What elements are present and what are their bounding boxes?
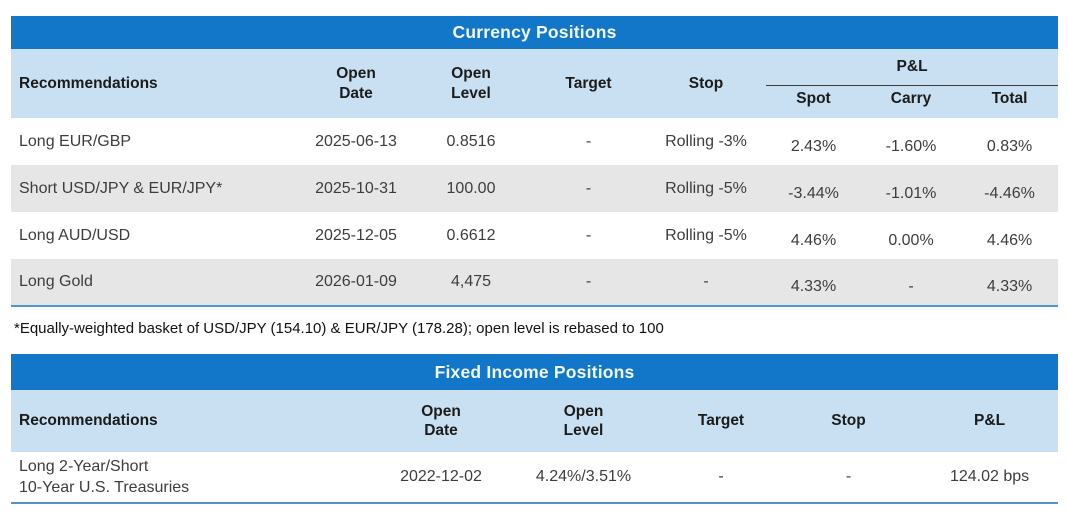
col-header-open-date: Open Date bbox=[381, 390, 501, 452]
cell-open-level: 100.00 bbox=[411, 165, 531, 212]
cell-recommendation: Short USD/JPY & EUR/JPY* bbox=[11, 165, 301, 212]
cell-open-date: 2025-12-05 bbox=[315, 226, 397, 244]
currency-table-pl-subheader-row: Spot Carry Total bbox=[11, 85, 1059, 118]
cell-open-level: 4.24%/3.51% bbox=[535, 468, 632, 485]
cell-target: - bbox=[718, 468, 724, 485]
cell-target: - bbox=[585, 132, 592, 150]
table-row: Long 2-Year/Short 10-Year U.S. Treasurie… bbox=[11, 452, 1058, 503]
cell-recommendation: Long AUD/USD bbox=[19, 226, 131, 244]
cell-total: 4.46% bbox=[986, 231, 1033, 249]
fixed-income-positions-table: Fixed Income Positions Recommendations O… bbox=[11, 354, 1059, 504]
cell-target: - bbox=[585, 226, 592, 244]
col-header-carry: Carry bbox=[861, 85, 961, 118]
cell-recommendation: Long Gold bbox=[11, 259, 301, 306]
cell-open-level: 0.8516 bbox=[446, 132, 496, 150]
table-row: Long AUD/USD 2025-12-05 0.6612 - Rolling… bbox=[11, 212, 1058, 259]
col-header-open-date: Open Date bbox=[301, 49, 411, 118]
col-header-stop: Stop bbox=[646, 49, 766, 118]
cell-spot: 4.33% bbox=[766, 259, 861, 306]
cell-stop: Rolling -3% bbox=[665, 132, 747, 150]
cell-spot: 4.46% bbox=[790, 231, 837, 249]
col-header-stop: Stop bbox=[776, 390, 921, 452]
currency-table-footnote: *Equally-weighted basket of USD/JPY (154… bbox=[14, 320, 664, 337]
currency-table-header-row: Recommendations Open Date Open Level Tar… bbox=[11, 49, 1059, 118]
cell-spot: 2.43% bbox=[790, 137, 837, 155]
cell-carry: - bbox=[861, 259, 961, 306]
cell-carry: -1.60% bbox=[885, 137, 937, 155]
col-group-header-pl: P&L bbox=[766, 49, 1059, 86]
cell-total: 0.83% bbox=[986, 137, 1033, 155]
col-header-spot: Spot bbox=[766, 85, 861, 118]
col-header-recommendations: Recommendations bbox=[11, 390, 381, 452]
fixed-income-table-title-bar: Fixed Income Positions bbox=[11, 354, 1059, 390]
col-header-open-level: Open Level bbox=[501, 390, 666, 452]
currency-positions-table: Currency Positions Recommendations Open … bbox=[11, 16, 1059, 307]
cell-stop: - bbox=[646, 259, 766, 306]
table-row: Short USD/JPY & EUR/JPY* 2025-10-31 100.… bbox=[11, 165, 1059, 212]
currency-table-title: Currency Positions bbox=[11, 16, 1059, 49]
currency-table-title-bar: Currency Positions bbox=[11, 16, 1059, 49]
cell-open-level: 0.6612 bbox=[446, 226, 496, 244]
col-header-pl: P&L bbox=[921, 390, 1059, 452]
col-header-recommendations: Recommendations bbox=[11, 49, 301, 118]
col-header-open-level: Open Level bbox=[411, 49, 531, 118]
fixed-income-table-header-row: Recommendations Open Date Open Level Tar… bbox=[11, 390, 1059, 452]
cell-open-date: 2026-01-09 bbox=[301, 259, 411, 306]
cell-open-date: 2022-12-02 bbox=[400, 468, 482, 485]
cell-carry: -1.01% bbox=[861, 165, 961, 212]
cell-target: - bbox=[531, 165, 646, 212]
cell-target: - bbox=[531, 259, 646, 306]
cell-open-level: 4,475 bbox=[411, 259, 531, 306]
cell-carry: 0.00% bbox=[888, 231, 934, 249]
cell-open-date: 2025-06-13 bbox=[315, 132, 397, 150]
cell-pl: 124.02 bps bbox=[949, 468, 1030, 485]
table-row: Long EUR/GBP 2025-06-13 0.8516 - Rolling… bbox=[11, 118, 1058, 165]
report-page: Currency Positions Recommendations Open … bbox=[11, 16, 1059, 504]
fixed-income-table-title: Fixed Income Positions bbox=[11, 354, 1059, 390]
cell-recommendation: Long 2-Year/Short 10-Year U.S. Treasurie… bbox=[19, 457, 190, 496]
cell-total: -4.46% bbox=[961, 165, 1059, 212]
cell-recommendation: Long EUR/GBP bbox=[19, 132, 132, 150]
col-header-target: Target bbox=[666, 390, 776, 452]
cell-stop: Rolling -5% bbox=[646, 165, 766, 212]
col-header-total: Total bbox=[961, 85, 1059, 118]
cell-stop: Rolling -5% bbox=[665, 226, 747, 244]
cell-open-date: 2025-10-31 bbox=[301, 165, 411, 212]
cell-spot: -3.44% bbox=[766, 165, 861, 212]
cell-total: 4.33% bbox=[961, 259, 1059, 306]
cell-stop: - bbox=[845, 468, 852, 485]
table-row: Long Gold 2026-01-09 4,475 - - 4.33% - 4… bbox=[11, 259, 1059, 306]
col-header-target: Target bbox=[531, 49, 646, 118]
